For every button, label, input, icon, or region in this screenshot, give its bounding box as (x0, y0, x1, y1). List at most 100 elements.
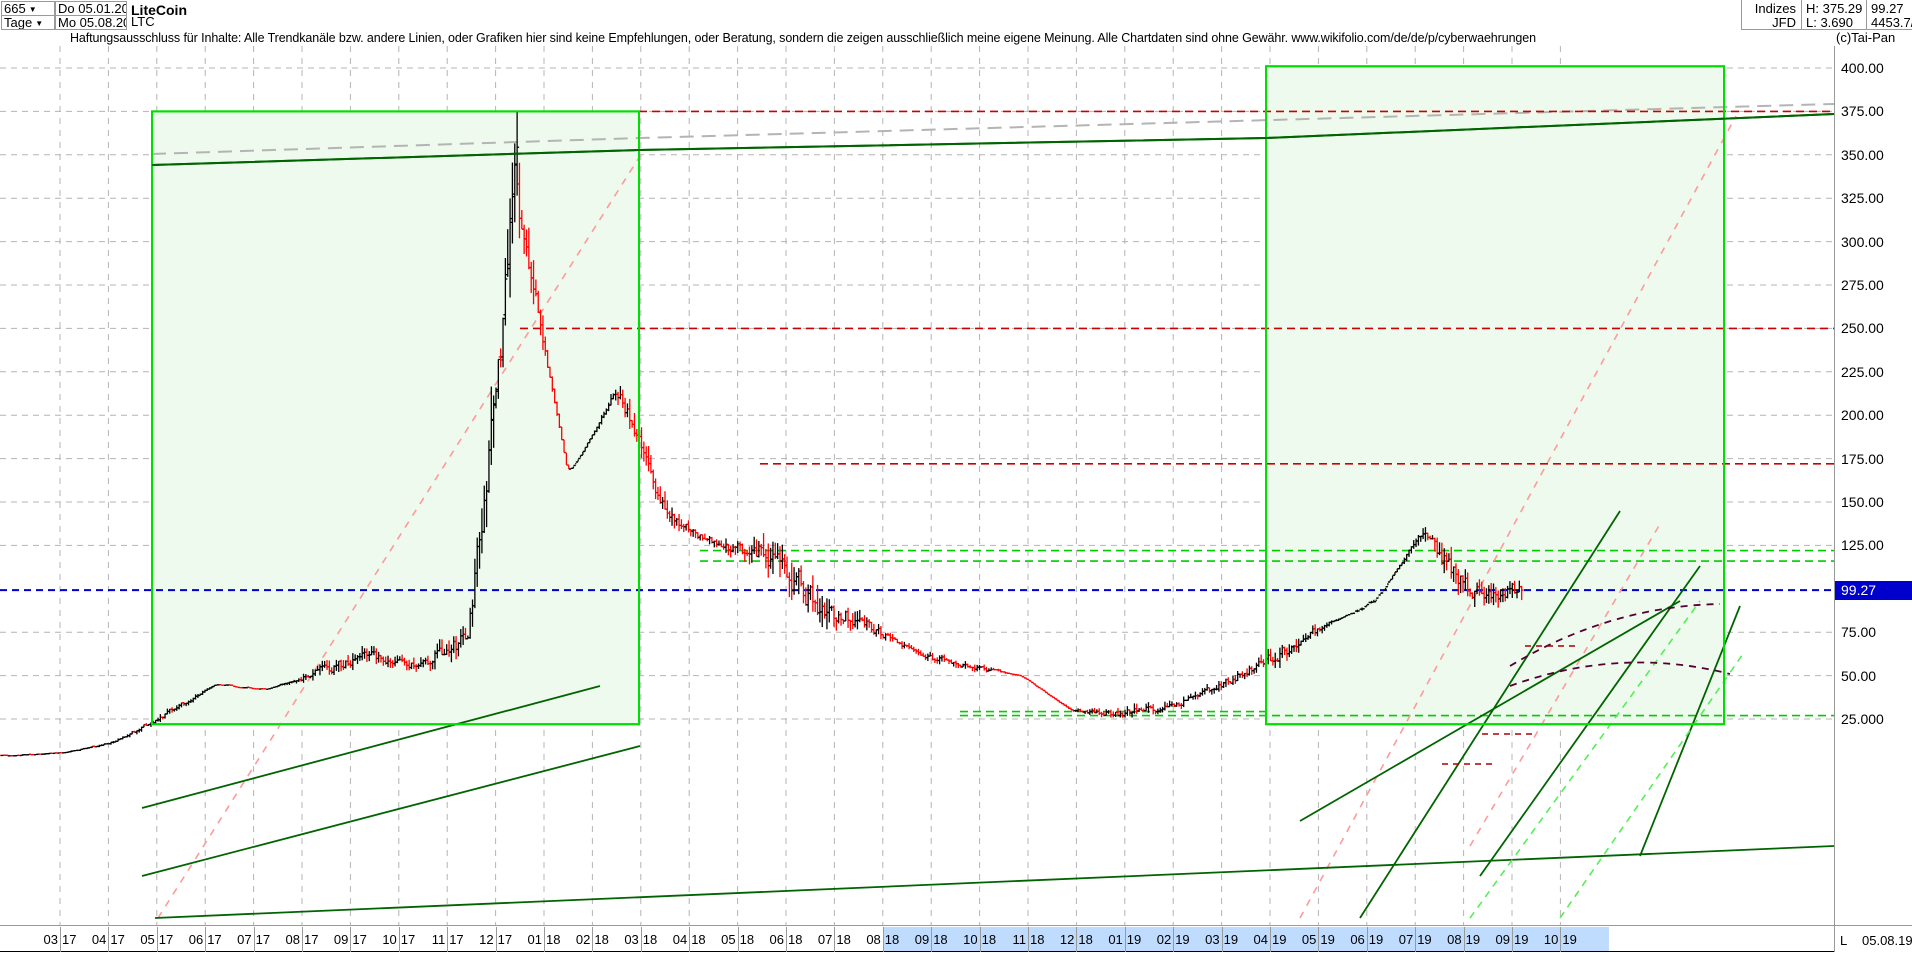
date-axis-tick (398, 927, 400, 952)
chevron-down-icon[interactable]: ▼ (35, 19, 44, 28)
date-axis-tick (253, 927, 255, 952)
date-axis-tick (786, 927, 787, 952)
copyright-label: (c)Tai-Pan (1836, 30, 1896, 45)
date-axis-tick (1463, 927, 1465, 952)
date-axis-tick (1318, 927, 1320, 952)
bars-count-selector[interactable]: 665 ▼ (1, 1, 55, 16)
date-axis-tick (544, 927, 545, 952)
purple-arc-upper (1509, 603, 1721, 667)
date-axis-month-label: 06 (769, 932, 784, 947)
date-axis-month-label: 08 (285, 932, 300, 947)
date-axis-year-label: 17 (352, 932, 367, 947)
date-axis-year-label: 18 (933, 932, 948, 947)
bars-count-label: 665 (4, 1, 26, 16)
date-axis-month-label: 08 (1447, 932, 1462, 947)
price-axis-label: 375.00 (1841, 103, 1884, 120)
header-bar: 665▼ Tage▼ Do 05.01.2017 Mo 05.08.2019 L… (0, 0, 1912, 30)
current-price-badge: 99.27 (1835, 581, 1912, 601)
date-axis-month-label: 06 (188, 932, 204, 947)
date-axis-month-label: 04 (1253, 932, 1268, 947)
date-axis-year-label: 19 (1465, 932, 1481, 947)
info-broker-label: JFD (1772, 15, 1796, 30)
date-axis-month-label: 01 (1108, 932, 1123, 947)
date-axis-tick (495, 927, 497, 952)
date-axis-month-label: 05 (721, 932, 736, 947)
date-axis-month-label: 09 (914, 932, 930, 947)
price-axis-label: 350.00 (1841, 146, 1884, 163)
price-bars (0, 110, 1524, 757)
date-axis-year-label: 17 (255, 932, 271, 947)
date-axis-year-label: 18 (546, 932, 561, 947)
date-axis-month-label: 04 (91, 932, 107, 947)
date-axis-tick (1415, 927, 1417, 952)
price-axis-label: 150.00 (1841, 494, 1884, 510)
price-axis-label: 300.00 (1841, 233, 1884, 250)
info-high-label: H: 375.29 (1806, 1, 1863, 16)
interval-label: Tage (4, 15, 33, 30)
rising-support-2017-lower (141, 745, 641, 877)
chart-plot-area[interactable] (0, 46, 1834, 925)
date-axis-year-label: 19 (1514, 932, 1529, 947)
info-last-price: 99.27 (1871, 1, 1904, 16)
interval-selector[interactable]: Tage ▼ (1, 15, 55, 30)
trend-channel-2017-border (151, 110, 640, 726)
date-axis-month-label: 05 (1301, 932, 1317, 947)
date-axis-month-label: 02 (1156, 932, 1172, 947)
date-axis-month-label: 12 (479, 932, 494, 947)
date-axis-month-label: 08 (866, 932, 881, 947)
date-axis-year-label: 18 (642, 932, 658, 947)
date-axis-tick (1270, 927, 1271, 952)
chart-canvas (0, 46, 1834, 925)
info-volume: 4453.7/97 (1871, 15, 1912, 30)
projection-diagonal-inner (1469, 523, 1661, 847)
price-axis-label: 225.00 (1841, 363, 1884, 380)
date-axis-month-label: 07 (1398, 932, 1414, 947)
rising-resistance-2019-b (1359, 510, 1621, 919)
light-green-rising-b (1559, 650, 1746, 919)
date-axis-month-label: 03 (1205, 932, 1220, 947)
upper-trend-boundary-top (151, 113, 1834, 166)
date-axis-year-label: 18 (884, 932, 900, 947)
date-axis-month-label: 06 (1350, 932, 1365, 947)
date-axis[interactable]: L 05.08.19 03 17 04 17 05 17 06 17 07 17 08 17 09 17 1… (0, 925, 1912, 953)
low-marker-label: L (1840, 933, 1848, 948)
date-axis-month-label: 11 (431, 932, 446, 947)
price-axis-label: 325.00 (1841, 190, 1884, 207)
date-from-field[interactable]: Do 05.01.2017 (55, 1, 127, 16)
date-axis-tick (1124, 927, 1126, 952)
chevron-down-icon[interactable]: ▼ (28, 5, 37, 14)
date-axis-year-label: 17 (158, 932, 174, 947)
date-axis-tick (834, 927, 836, 952)
light-green-rising-a (1469, 600, 1701, 919)
date-axis-tick (156, 927, 158, 952)
date-axis-tick (689, 927, 691, 952)
rising-support-2017-upper (141, 685, 601, 809)
date-axis-highlight (882, 927, 1609, 952)
date-axis-year-label: 17 (497, 932, 513, 947)
date-axis-month-label: 10 (382, 932, 397, 947)
date-axis-month-label: 12 (1059, 932, 1075, 947)
price-axis-label: 25.000 (1841, 711, 1884, 727)
price-axis-label: 75.00 (1841, 624, 1877, 641)
date-axis-tick (882, 927, 884, 952)
date-axis-year-label: 19 (1320, 932, 1335, 947)
date-axis-tick (108, 927, 110, 952)
date-axis-tick (737, 927, 739, 952)
date-axis-tick (1560, 927, 1562, 952)
date-to-field[interactable]: Mo 05.08.2019 (55, 15, 127, 30)
date-axis-year-label: 17 (110, 932, 125, 947)
date-axis-tick (931, 927, 933, 952)
date-axis-year-label: 17 (62, 932, 77, 947)
trend-channel-2019 (1265, 65, 1725, 726)
price-axis-label: 275.00 (1841, 277, 1884, 293)
date-axis-month-label: 03 (624, 932, 639, 947)
date-axis-year-label: 18 (1030, 932, 1045, 947)
price-axis[interactable]: 99.27 400.00 375.00 350.00 325.00 300.00 275.… (1834, 46, 1912, 925)
date-axis-month-label: 01 (527, 932, 542, 947)
date-axis-year-label: 19 (1562, 932, 1577, 947)
date-axis-month-label: 09 (1495, 932, 1510, 947)
rising-resistance-2019-a (1299, 600, 1681, 822)
price-axis-label: 125.00 (1841, 537, 1884, 554)
date-axis-year-label: 19 (1223, 932, 1239, 947)
last-date-label: 05.08.19 (1862, 933, 1912, 948)
